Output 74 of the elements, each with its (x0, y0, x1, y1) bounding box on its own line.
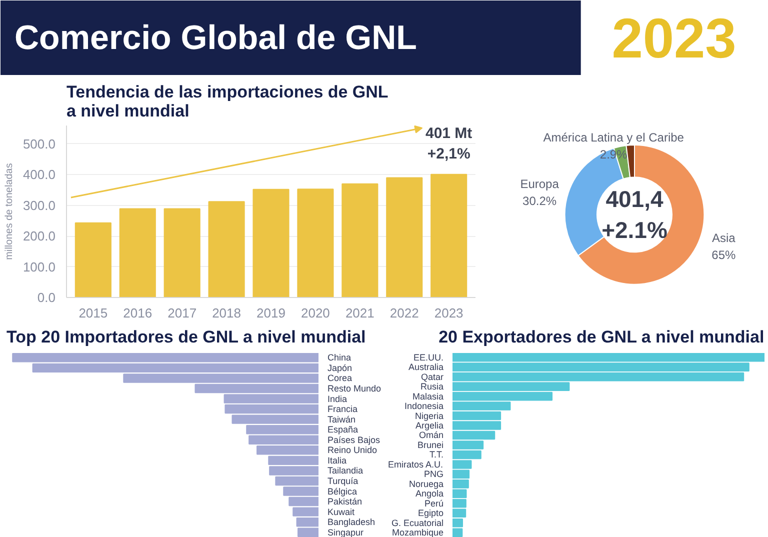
y-tick-label: Taiwán (328, 414, 356, 424)
x-tick-label: 2018 (212, 306, 242, 320)
y-tick-label: 200.0 (22, 228, 56, 244)
y-tick-label: Nigeria (414, 410, 444, 421)
x-tick-label: 2021 (345, 306, 374, 320)
bar (342, 183, 378, 298)
y-tick-label: Turquía (328, 476, 358, 486)
y-tick-label: Bangladesh (328, 517, 376, 528)
y-tick-label: Omán (418, 430, 444, 440)
text: 401,4 +2.1% (602, 186, 668, 244)
y-tick-label: 500.0 (22, 136, 56, 152)
x-tick-label: 2019 (256, 306, 286, 320)
annotation: 401 Mt +2,1% (425, 124, 472, 162)
x-tick-label: 2023 (434, 306, 464, 320)
bar (252, 188, 290, 298)
y-tick-label: PNG (424, 469, 444, 480)
y-tick-label: Bélgica (328, 486, 358, 496)
y-tick-label: Reino Unido (328, 445, 378, 456)
x-tick-label: 2020 (300, 306, 330, 320)
y-tick-label: 0.0 (37, 290, 56, 305)
y-tick-label: Malasia (412, 391, 444, 402)
chart-title: Top 20 Importadores de GNL a nivel mundial (6, 328, 366, 346)
x-tick-label: 2015 (78, 306, 108, 320)
bar (119, 208, 156, 298)
y-tick-label: España (328, 424, 358, 435)
y-tick-label: Resto Mundo (328, 383, 382, 394)
y-tick-label: China (328, 352, 352, 363)
y-tick-label: 300.0 (22, 198, 56, 213)
y-tick-label: Australia (408, 362, 444, 372)
y-tick-label: Tailandia (328, 466, 364, 476)
y-tick-label: Francia (328, 404, 358, 414)
y-tick-label: Brunei (417, 440, 444, 450)
y-tick-label: Japón (328, 362, 352, 373)
y-tick-label: Corea (328, 373, 352, 384)
y-tick-label: Indonesia (404, 401, 444, 412)
x-tick-label: 2017 (168, 306, 197, 320)
data-label: 65% (712, 248, 736, 262)
text: 2023 (612, 6, 736, 70)
y-tick-label: Singapur (328, 527, 364, 537)
y-tick-label: EE.UU. (413, 352, 444, 362)
slice-label: Europa (520, 177, 560, 192)
x-tick-label: 2022 (390, 306, 419, 320)
y-tick-label: Emiratos A.U. (388, 459, 444, 470)
bar (297, 188, 334, 298)
y-tick-label: India (328, 394, 348, 404)
y-tick-label: Egipto (418, 508, 444, 518)
y-tick-label: 400.0 (22, 167, 56, 182)
slice-label: América Latina y el Caribe (543, 130, 684, 145)
y-tick-label: Rusia (420, 382, 444, 392)
text: Comercio Global de GNL (14, 19, 417, 57)
y-tick-label: G. Ecuatorial (391, 518, 444, 528)
y-tick-label: Qatar (420, 372, 444, 382)
y-tick-label: Kuwait (328, 506, 356, 517)
y-tick-label: Argelia (415, 420, 444, 431)
y-tick-label: Mozambique (392, 528, 444, 537)
y-tick-label: Noruega (408, 478, 444, 489)
x-tick-label: 2016 (123, 306, 152, 320)
y-axis-title: millones de toneladas (4, 163, 15, 260)
y-tick-label: Pakistán (328, 496, 362, 507)
y-tick-label: Países Bajos (328, 434, 381, 445)
y-tick-label: Italia (328, 455, 347, 466)
bar (164, 208, 200, 298)
bar (208, 201, 245, 298)
chart-title: 20 Exportadores de GNL a nivel mundial (438, 328, 764, 346)
bar (386, 177, 423, 298)
bar (430, 174, 468, 298)
y-tick-label: Angola (415, 488, 444, 499)
y-tick-label: 100.0 (22, 259, 56, 274)
data-label: 30.2% (522, 194, 557, 208)
y-tick-label: T.T. (430, 450, 444, 460)
bar (74, 222, 112, 298)
chart-title: Tendencia de las importaciones de GNL a nivel mundial (66, 82, 388, 120)
slice-label: Asia (712, 231, 736, 246)
y-tick-label: Perú (424, 498, 444, 508)
